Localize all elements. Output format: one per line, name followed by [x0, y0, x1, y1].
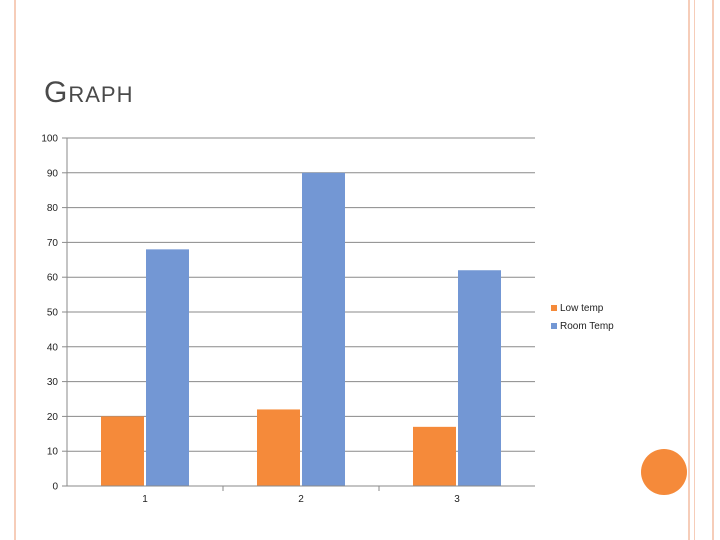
- y-tick-label: 100: [41, 134, 58, 145]
- legend-swatch: [551, 323, 557, 329]
- x-tick-label: 1: [142, 494, 148, 505]
- bar-low-temp-3: [413, 426, 456, 486]
- legend-label: Room Temp: [560, 321, 614, 332]
- y-tick-label: 80: [47, 203, 59, 214]
- y-tick-label: 60: [47, 273, 59, 284]
- y-tick-label: 30: [47, 377, 59, 388]
- bar-room-temp-2: [302, 172, 345, 487]
- y-tick-label: 70: [47, 238, 59, 249]
- y-tick-label: 40: [47, 342, 59, 353]
- legend: Low temp Room Temp: [551, 303, 614, 332]
- decorative-circle-icon: [641, 449, 687, 495]
- slide-title: GRAPH: [44, 76, 134, 109]
- legend-label: Low temp: [560, 303, 604, 314]
- y-tick-label: 10: [47, 447, 59, 458]
- y-tick-label: 50: [47, 308, 59, 319]
- y-tick-label: 90: [47, 168, 59, 179]
- bar-room-temp-3: [458, 270, 501, 486]
- bar-low-temp-1: [101, 416, 144, 486]
- y-tick-label: 20: [47, 412, 59, 423]
- axis-layer: 0 10 20 30 40 50 60 70 80 90 100 1 2 3: [41, 134, 535, 505]
- bar-room-temp-1: [146, 249, 189, 486]
- frame-line-right-2: [694, 0, 695, 540]
- y-tick-label: 0: [52, 482, 58, 493]
- legend-swatch: [551, 305, 557, 311]
- bars-layer: [101, 172, 501, 487]
- x-tick-label: 2: [298, 494, 304, 505]
- grid-layer: [67, 137, 535, 487]
- x-tick-label: 3: [454, 494, 460, 505]
- frame-line-right-3: [712, 0, 714, 540]
- bar-low-temp-2: [257, 409, 300, 486]
- frame-line-left: [14, 0, 16, 540]
- frame-line-right-1: [688, 0, 690, 540]
